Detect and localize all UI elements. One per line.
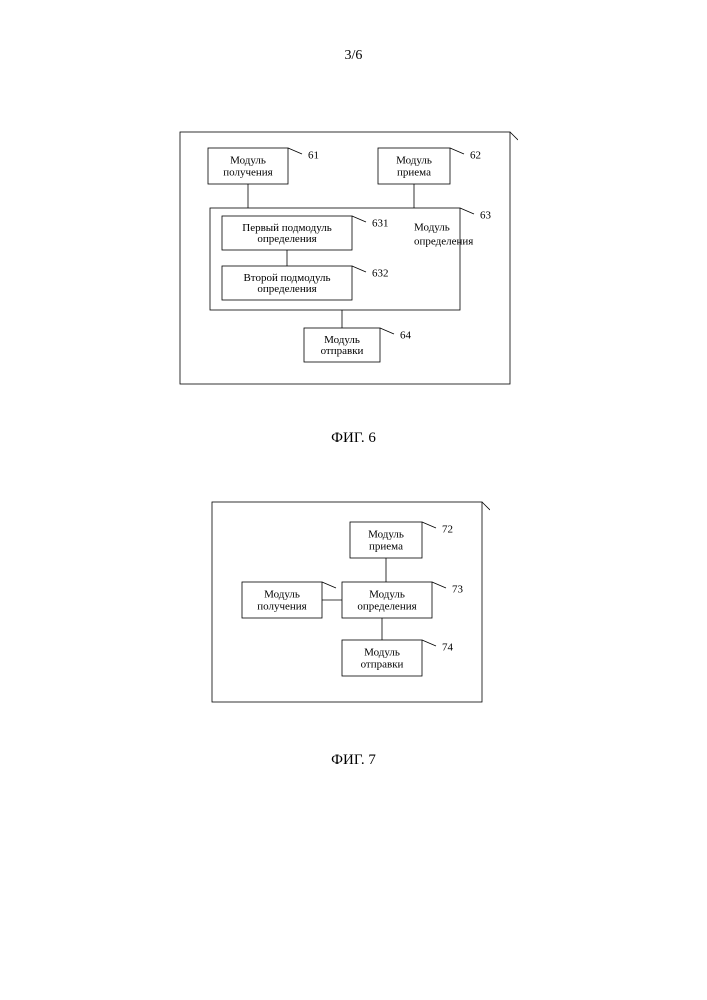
b64-label: Модуль <box>324 334 360 346</box>
b61-ref: 61 <box>308 150 319 162</box>
b74-label: Модуль <box>364 647 400 659</box>
b61-label: получения <box>223 167 272 179</box>
b631-label: Первый подмодуль <box>242 222 331 234</box>
b61-label: Модуль <box>230 155 266 167</box>
b74-label: отправки <box>361 659 404 671</box>
b73-label: определения <box>357 601 416 613</box>
b74-ref: 74 <box>442 642 454 654</box>
b71-label: получения <box>257 601 306 613</box>
figure-6-caption: ФИГ. 6 <box>0 430 707 447</box>
b632-ref: 632 <box>372 268 389 280</box>
b64-ref: 64 <box>400 330 412 342</box>
b63-ref: 63 <box>480 210 492 222</box>
page-number: 3/6 <box>0 48 707 64</box>
b63-side-label: определения <box>414 236 473 248</box>
b63-side-label: Модуль <box>414 222 450 234</box>
b72-label: Модуль <box>368 529 404 541</box>
b62-ref: 62 <box>470 150 481 162</box>
figure-6-diagram: 60Модульполучения61Модульприема6263Модул… <box>178 130 518 390</box>
b72-label: приема <box>369 541 403 553</box>
b62-label: Модуль <box>396 155 432 167</box>
b62-label: приема <box>397 167 431 179</box>
b64-label: отправки <box>321 345 364 357</box>
b73-ref: 73 <box>452 584 464 596</box>
b631-label: определения <box>257 233 316 245</box>
b632-label: определения <box>257 283 316 295</box>
figure-7-diagram: 70Модульприема72Модульполучения71Модульо… <box>210 500 490 710</box>
figure-7-caption: ФИГ. 7 <box>0 752 707 769</box>
b632-label: Второй подмодуль <box>243 272 330 284</box>
b71-label: Модуль <box>264 589 300 601</box>
b72-ref: 72 <box>442 524 453 536</box>
b631-ref: 631 <box>372 218 389 230</box>
page: 3/6 60Модульполучения61Модульприема6263М… <box>0 0 707 1000</box>
b73-label: Модуль <box>369 589 405 601</box>
